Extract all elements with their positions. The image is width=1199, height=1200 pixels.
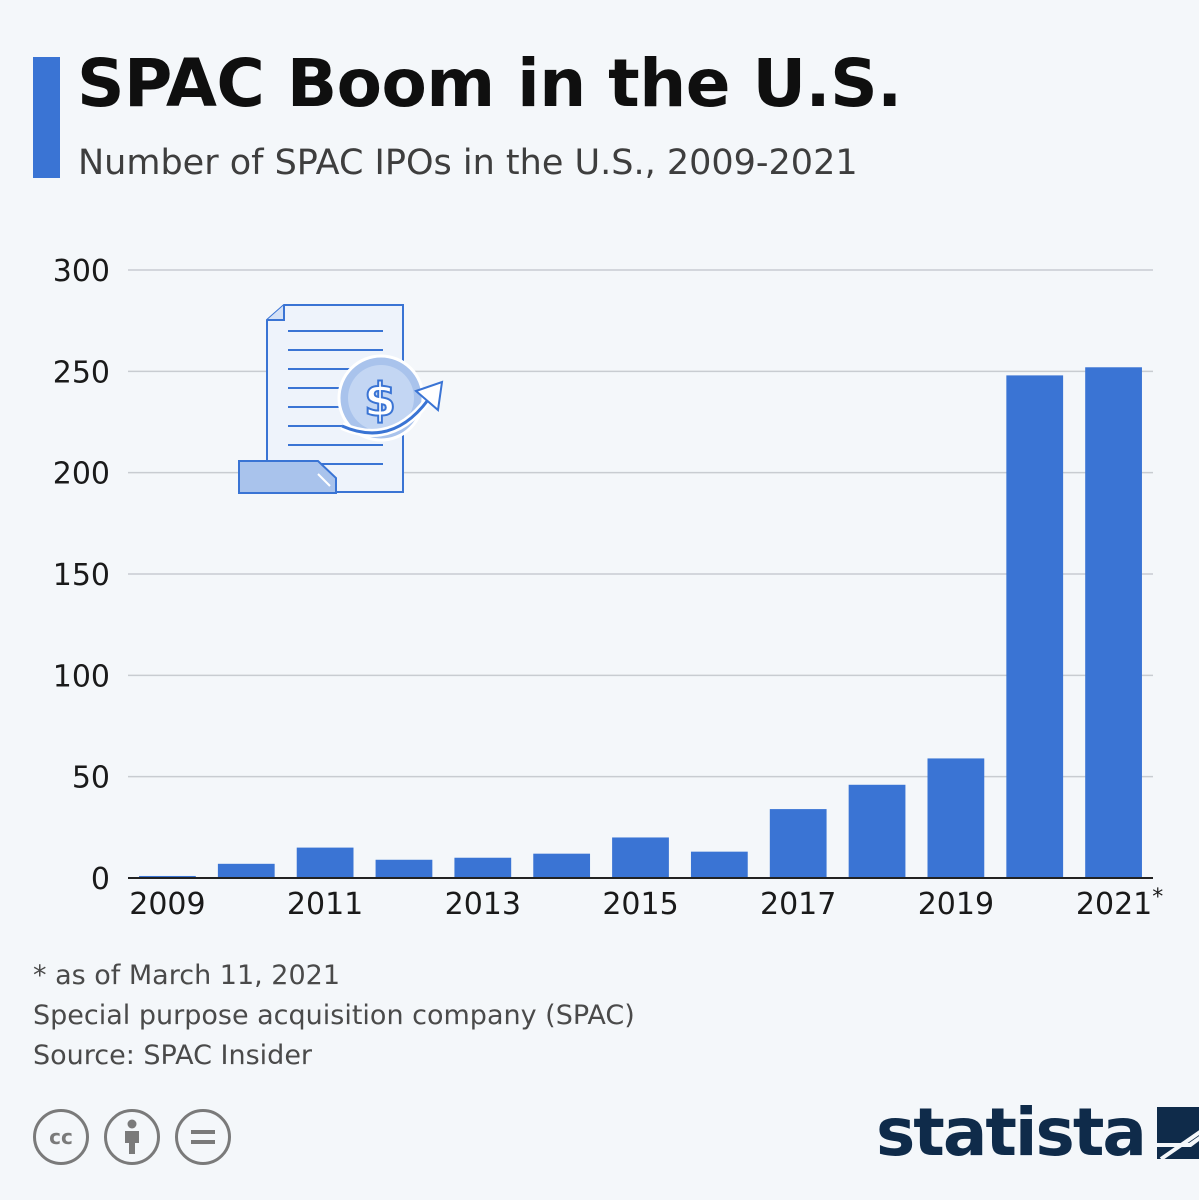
chart-subtitle: Number of SPAC IPOs in the U.S., 2009-20… bbox=[78, 143, 858, 183]
attribution-icon[interactable] bbox=[104, 1109, 160, 1165]
footnote-date: * as of March 11, 2021 bbox=[33, 960, 341, 991]
bar-2017[interactable] bbox=[769, 809, 827, 878]
no-derivatives-icon[interactable] bbox=[175, 1109, 231, 1165]
bar-2021*[interactable] bbox=[1085, 367, 1142, 878]
x-axis-labels: 2009 2011 2013 2015 2017 2019 2021* bbox=[129, 885, 1163, 922]
y-tick-label: 0 bbox=[91, 862, 110, 897]
bar-2018[interactable] bbox=[848, 784, 906, 878]
footnote-source: Source: SPAC Insider bbox=[33, 1040, 313, 1071]
x-tick-label: 2011 bbox=[287, 887, 363, 922]
svg-text:$: $ bbox=[364, 373, 396, 427]
x-tick-label: 2013 bbox=[445, 887, 521, 922]
x-tick-label: 2021* bbox=[1076, 885, 1163, 922]
bar-2013[interactable] bbox=[454, 857, 512, 878]
x-tick-label: 2017 bbox=[760, 887, 836, 922]
y-tick-label: 50 bbox=[72, 761, 110, 796]
x-tick-label: 2019 bbox=[918, 887, 994, 922]
license-icons: cc bbox=[33, 1109, 231, 1165]
x-tick-label: 2009 bbox=[129, 887, 205, 922]
bar-chart: 0 50 100 150 200 250 300 $ 2009 2011 2013 2015 201… bbox=[53, 254, 1164, 922]
bar-2015[interactable] bbox=[612, 837, 669, 878]
bar-2014[interactable] bbox=[533, 853, 591, 878]
title-accent-bar bbox=[33, 57, 60, 178]
statista-logo-icon bbox=[1156, 1107, 1199, 1161]
y-tick-label: 250 bbox=[53, 355, 110, 390]
y-axis-labels: 0 50 100 150 200 250 300 bbox=[53, 254, 110, 897]
footnotes: * as of March 11, 2021 Special purpose a… bbox=[33, 956, 635, 1076]
statista-wordmark: statista bbox=[876, 1094, 1147, 1171]
statista-logo[interactable]: statista bbox=[876, 1100, 1199, 1166]
chart-title: SPAC Boom in the U.S. bbox=[77, 45, 902, 122]
x-tick-label: 2015 bbox=[602, 887, 678, 922]
bar-2019[interactable] bbox=[927, 758, 985, 878]
bar-2011[interactable] bbox=[296, 847, 354, 878]
cc-icon[interactable]: cc bbox=[33, 1109, 89, 1165]
y-tick-label: 150 bbox=[53, 558, 110, 593]
svg-text:cc: cc bbox=[49, 1125, 73, 1149]
bar-2009[interactable] bbox=[139, 875, 196, 878]
y-tick-label: 300 bbox=[53, 254, 110, 289]
document-dollar-growth-icon: $ bbox=[238, 304, 444, 494]
bar-2016[interactable] bbox=[690, 851, 748, 878]
y-tick-label: 200 bbox=[53, 457, 110, 492]
y-tick-label: 100 bbox=[53, 659, 110, 694]
bars bbox=[139, 367, 1142, 878]
bar-2012[interactable] bbox=[375, 859, 433, 878]
footnote-definition: Special purpose acquisition company (SPA… bbox=[33, 1000, 635, 1031]
bar-2010[interactable] bbox=[217, 863, 275, 878]
bar-2020[interactable] bbox=[1006, 375, 1064, 878]
